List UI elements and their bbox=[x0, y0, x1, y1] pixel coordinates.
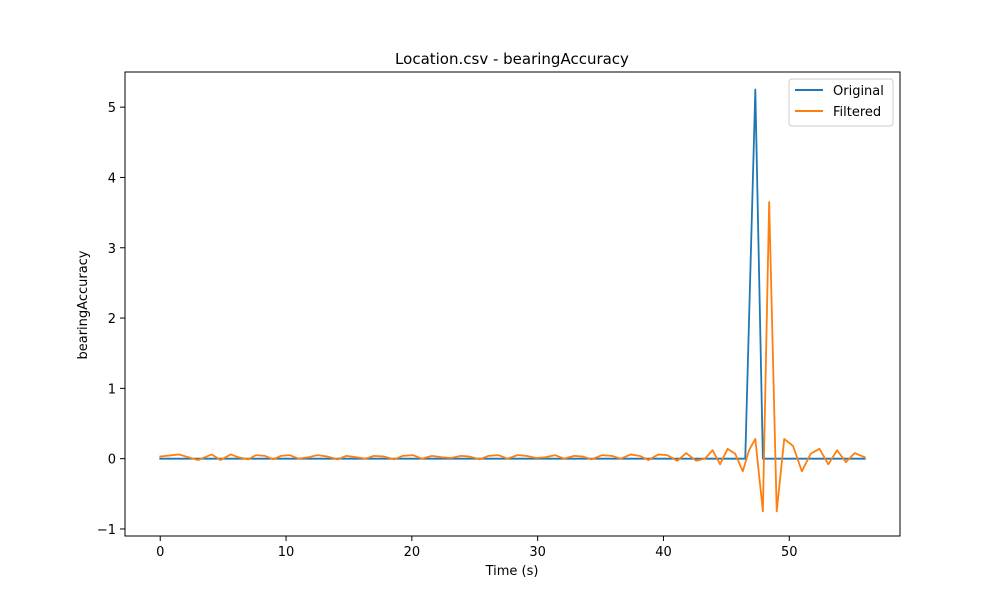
legend-label-original: Original bbox=[833, 84, 884, 99]
y-tick-label: −1 bbox=[97, 523, 116, 538]
plot-frame bbox=[124, 71, 901, 537]
x-axis-ticks: 0 10 20 30 40 50 bbox=[156, 536, 798, 560]
y-tick-label: 5 bbox=[108, 101, 116, 116]
x-tick-label: 40 bbox=[655, 545, 672, 560]
y-tick-label: 0 bbox=[108, 453, 116, 468]
x-tick-label: 30 bbox=[529, 545, 546, 560]
y-tick-label: 4 bbox=[108, 171, 116, 186]
series-layer bbox=[159, 88, 866, 513]
x-tick-label: 10 bbox=[278, 545, 295, 560]
x-axis-title: Time (s) bbox=[485, 564, 539, 579]
legend: Original Filtered bbox=[788, 78, 894, 127]
chart-title: Location.csv - bearingAccuracy bbox=[395, 50, 629, 68]
legend-label-filtered: Filtered bbox=[833, 105, 881, 120]
y-tick-label: 1 bbox=[108, 382, 116, 397]
x-tick-label: 0 bbox=[156, 545, 164, 560]
y-tick-label: 2 bbox=[108, 312, 116, 327]
y-axis-ticks: −1 0 1 2 3 4 5 bbox=[97, 101, 125, 538]
x-tick-label: 20 bbox=[404, 545, 421, 560]
x-tick-label: 50 bbox=[781, 545, 798, 560]
y-tick-label: 3 bbox=[108, 242, 116, 257]
series-line-filtered bbox=[159, 201, 866, 513]
y-axis-title: bearingAccuracy bbox=[76, 250, 91, 359]
